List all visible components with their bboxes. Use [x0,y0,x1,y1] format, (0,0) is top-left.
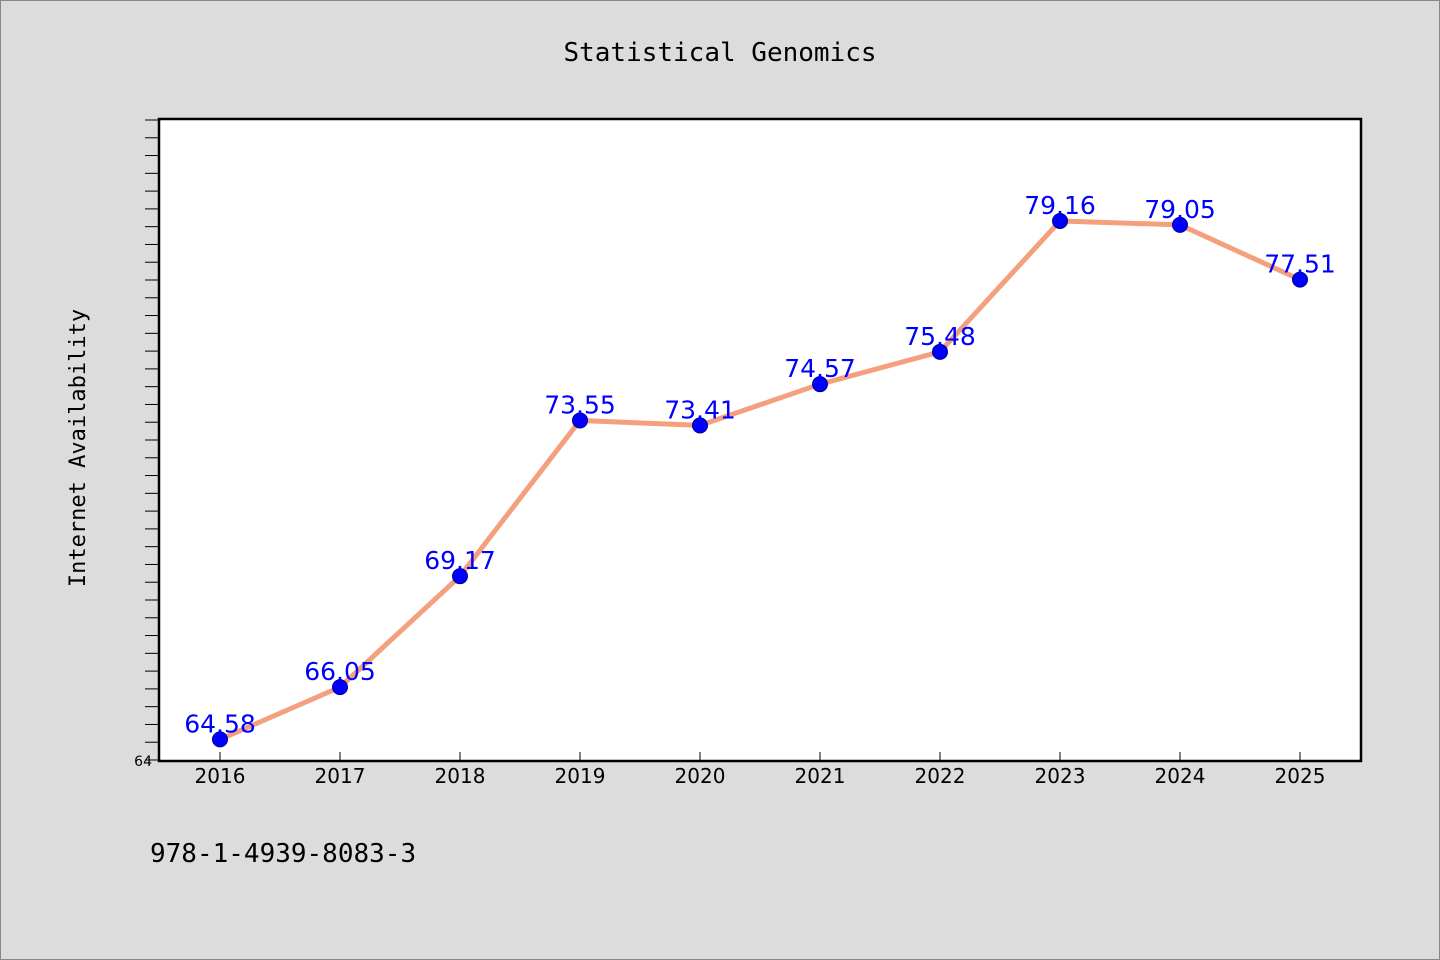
data-label: 73.41 [664,395,736,424]
data-point [812,376,828,393]
x-axis-ticks: 2016 2017 2018 2019 2020 2021 2022 2023 2024 2025 [195,752,1326,788]
data-point [212,731,228,748]
data-point [332,679,348,696]
x-tick-label: 2025 [1275,764,1326,788]
series-layer: 64.58 66.05 69.17 73.55 73.41 74.57 75.48 79.16… [184,191,1336,748]
data-label: 66.05 [304,657,376,686]
x-tick-label: 2023 [1035,764,1086,788]
x-tick-label: 2017 [315,764,366,788]
data-point [932,343,948,360]
x-tick-label: 2022 [915,764,966,788]
data-label: 79.05 [1144,195,1216,224]
data-label: 64.58 [184,709,256,738]
data-point [1052,212,1068,229]
data-label: 75.48 [904,322,976,351]
data-point [572,412,588,429]
data-label: 73.55 [544,390,616,419]
chart-title: Statistical Genomics [563,38,876,68]
footnote-isbn: 978-1-4939-8083-3 [150,839,416,869]
data-point [1292,271,1308,288]
data-point [692,417,708,434]
series-line [217,218,1303,742]
x-tick-label: 2016 [195,764,246,788]
x-tick-label: 2021 [795,764,846,788]
data-label: 77.51 [1264,250,1336,279]
y-axis-label: Internet Availability [66,309,91,587]
x-tick-label: 2020 [675,764,726,788]
x-tick-label: 2024 [1155,764,1206,788]
data-label: 69.17 [424,546,496,575]
x-tick-label: 2018 [435,764,486,788]
data-label: 79.16 [1024,191,1096,220]
y-axis-ticks: 64 [134,119,159,770]
data-point [1172,216,1188,233]
data-label: 74.57 [784,354,856,383]
x-tick-label: 2019 [555,764,606,788]
data-point [452,568,468,585]
y-tick-label: 64 [134,754,152,770]
